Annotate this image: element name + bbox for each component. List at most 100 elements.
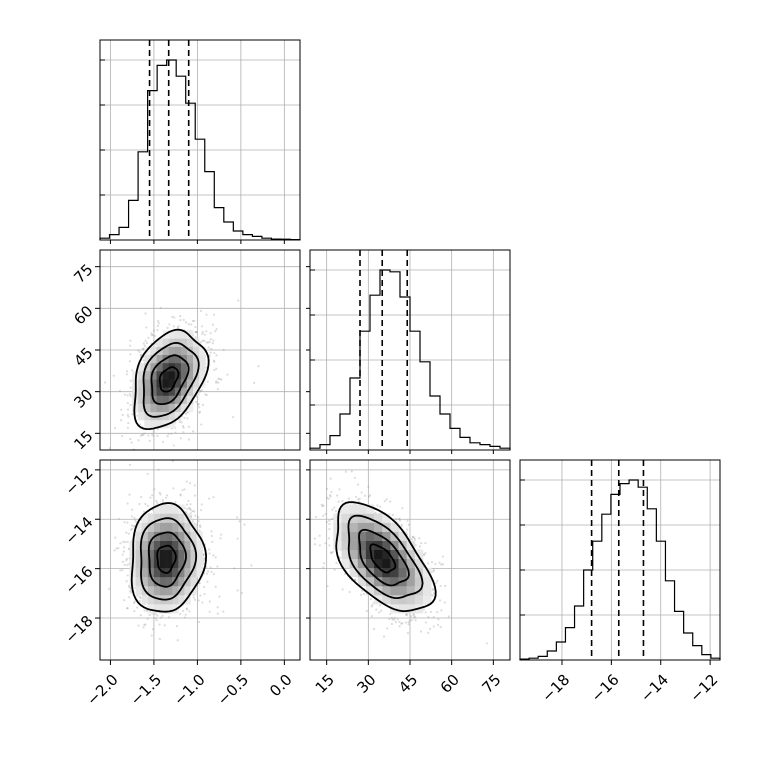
sample-point — [222, 348, 225, 352]
density-cell — [180, 371, 188, 380]
sample-point — [414, 615, 417, 618]
sample-point — [185, 503, 189, 506]
density-cell — [422, 585, 432, 596]
sample-point — [161, 498, 164, 502]
sample-point — [354, 578, 357, 581]
density-cell — [199, 354, 206, 364]
density-cell — [349, 549, 359, 560]
density-cell — [365, 522, 375, 532]
density-cell — [162, 362, 169, 372]
density-cell — [186, 379, 194, 388]
sample-point — [144, 623, 147, 626]
sample-point — [338, 488, 341, 491]
sample-point — [138, 423, 142, 426]
sample-point — [184, 321, 188, 324]
density-cell — [357, 540, 367, 551]
sample-point — [126, 408, 130, 411]
sample-point — [413, 538, 417, 541]
sample-point — [318, 534, 321, 537]
sample-point — [236, 537, 239, 540]
density-cell — [390, 540, 399, 551]
sample-point — [193, 510, 196, 513]
density-cell — [186, 371, 194, 380]
sample-point — [141, 347, 144, 350]
sample-point — [195, 331, 198, 334]
density-cell — [414, 558, 424, 569]
density-cell — [406, 576, 416, 587]
density-cell — [196, 549, 203, 560]
sample-point — [138, 502, 141, 506]
sample-point — [407, 621, 410, 624]
density-cell — [398, 558, 407, 569]
sample-point — [130, 441, 133, 444]
sample-point — [126, 574, 129, 577]
sample-point — [243, 523, 246, 526]
sample-point — [432, 625, 435, 628]
density-cell — [174, 362, 182, 372]
density-cell — [172, 522, 179, 532]
sample-point — [184, 510, 187, 514]
density-cell — [186, 338, 194, 347]
density-cell — [382, 576, 391, 587]
sample-point — [137, 624, 140, 627]
sample-point — [218, 595, 221, 598]
sample-point — [388, 617, 391, 621]
sample-point — [426, 562, 430, 565]
density-cell — [172, 585, 179, 596]
sample-point — [140, 495, 143, 499]
density-cell — [129, 576, 136, 587]
sample-point — [322, 566, 325, 569]
sample-point — [139, 353, 142, 356]
sample-point — [362, 592, 365, 596]
density-cell — [178, 531, 185, 541]
x-tick-label: −12 — [686, 671, 721, 706]
density-cell — [357, 567, 367, 578]
sample-point — [112, 374, 115, 377]
sample-point — [188, 507, 192, 510]
sample-point — [250, 564, 253, 567]
sample-point — [136, 414, 139, 417]
sample-point — [430, 561, 434, 564]
sample-point — [439, 626, 442, 629]
sample-point — [226, 373, 229, 376]
sample-point — [216, 612, 219, 615]
density-cell — [141, 522, 149, 532]
sample-point — [330, 552, 333, 555]
sample-point — [176, 639, 179, 642]
density-cell — [193, 387, 200, 396]
sample-point — [200, 389, 203, 392]
x-tick-label: 45 — [395, 671, 421, 697]
sample-point — [428, 627, 432, 630]
density-cell — [406, 567, 416, 578]
density-cell — [156, 403, 163, 413]
sample-point — [436, 611, 439, 614]
density-cell — [374, 567, 383, 578]
sample-point — [432, 568, 435, 572]
sample-point — [339, 510, 342, 513]
density-cell — [365, 504, 375, 514]
density-cell — [365, 531, 375, 541]
sample-point — [119, 542, 122, 545]
sample-point — [129, 392, 132, 396]
sample-point — [404, 613, 408, 616]
density-cell — [184, 567, 191, 578]
sample-point — [398, 620, 401, 623]
density-cell — [390, 522, 399, 532]
sample-point — [187, 506, 191, 509]
density-cell — [174, 395, 182, 404]
sample-point — [197, 402, 200, 406]
density-cell — [150, 387, 157, 396]
sample-point — [395, 518, 398, 521]
y-tick-label: 15 — [70, 427, 96, 453]
density-cell — [357, 522, 367, 532]
sample-point — [438, 599, 442, 602]
sample-point — [173, 316, 176, 319]
density-cell — [166, 504, 173, 514]
density-cell — [168, 379, 176, 388]
density-cell — [382, 558, 391, 569]
density-cell — [382, 513, 391, 523]
density-cell — [166, 585, 173, 596]
sample-point — [236, 516, 239, 519]
sample-point — [325, 496, 329, 499]
density-cell — [144, 411, 151, 421]
